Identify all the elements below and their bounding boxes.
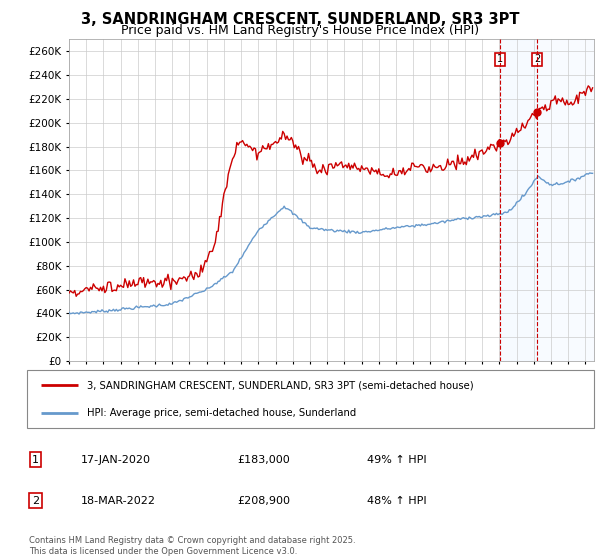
Text: £183,000: £183,000 [237, 455, 290, 465]
Text: 3, SANDRINGHAM CRESCENT, SUNDERLAND, SR3 3PT: 3, SANDRINGHAM CRESCENT, SUNDERLAND, SR3… [81, 12, 519, 27]
Text: 1: 1 [497, 54, 503, 64]
Text: HPI: Average price, semi-detached house, Sunderland: HPI: Average price, semi-detached house,… [86, 408, 356, 418]
Text: 17-JAN-2020: 17-JAN-2020 [81, 455, 151, 465]
Text: 49% ↑ HPI: 49% ↑ HPI [367, 455, 427, 465]
Bar [538, 39, 594, 361]
Bar [500, 39, 538, 361]
Text: £208,900: £208,900 [237, 496, 290, 506]
Text: 18-MAR-2022: 18-MAR-2022 [81, 496, 156, 506]
Text: Price paid vs. HM Land Registry's House Price Index (HPI): Price paid vs. HM Land Registry's House … [121, 24, 479, 37]
Text: 1: 1 [32, 455, 39, 465]
Text: Contains HM Land Registry data © Crown copyright and database right 2025.
This d: Contains HM Land Registry data © Crown c… [29, 536, 355, 556]
Text: 3, SANDRINGHAM CRESCENT, SUNDERLAND, SR3 3PT (semi-detached house): 3, SANDRINGHAM CRESCENT, SUNDERLAND, SR3… [86, 380, 473, 390]
Text: 2: 2 [32, 496, 39, 506]
Text: 2: 2 [534, 54, 541, 64]
FancyBboxPatch shape [27, 370, 594, 428]
Text: 48% ↑ HPI: 48% ↑ HPI [367, 496, 427, 506]
